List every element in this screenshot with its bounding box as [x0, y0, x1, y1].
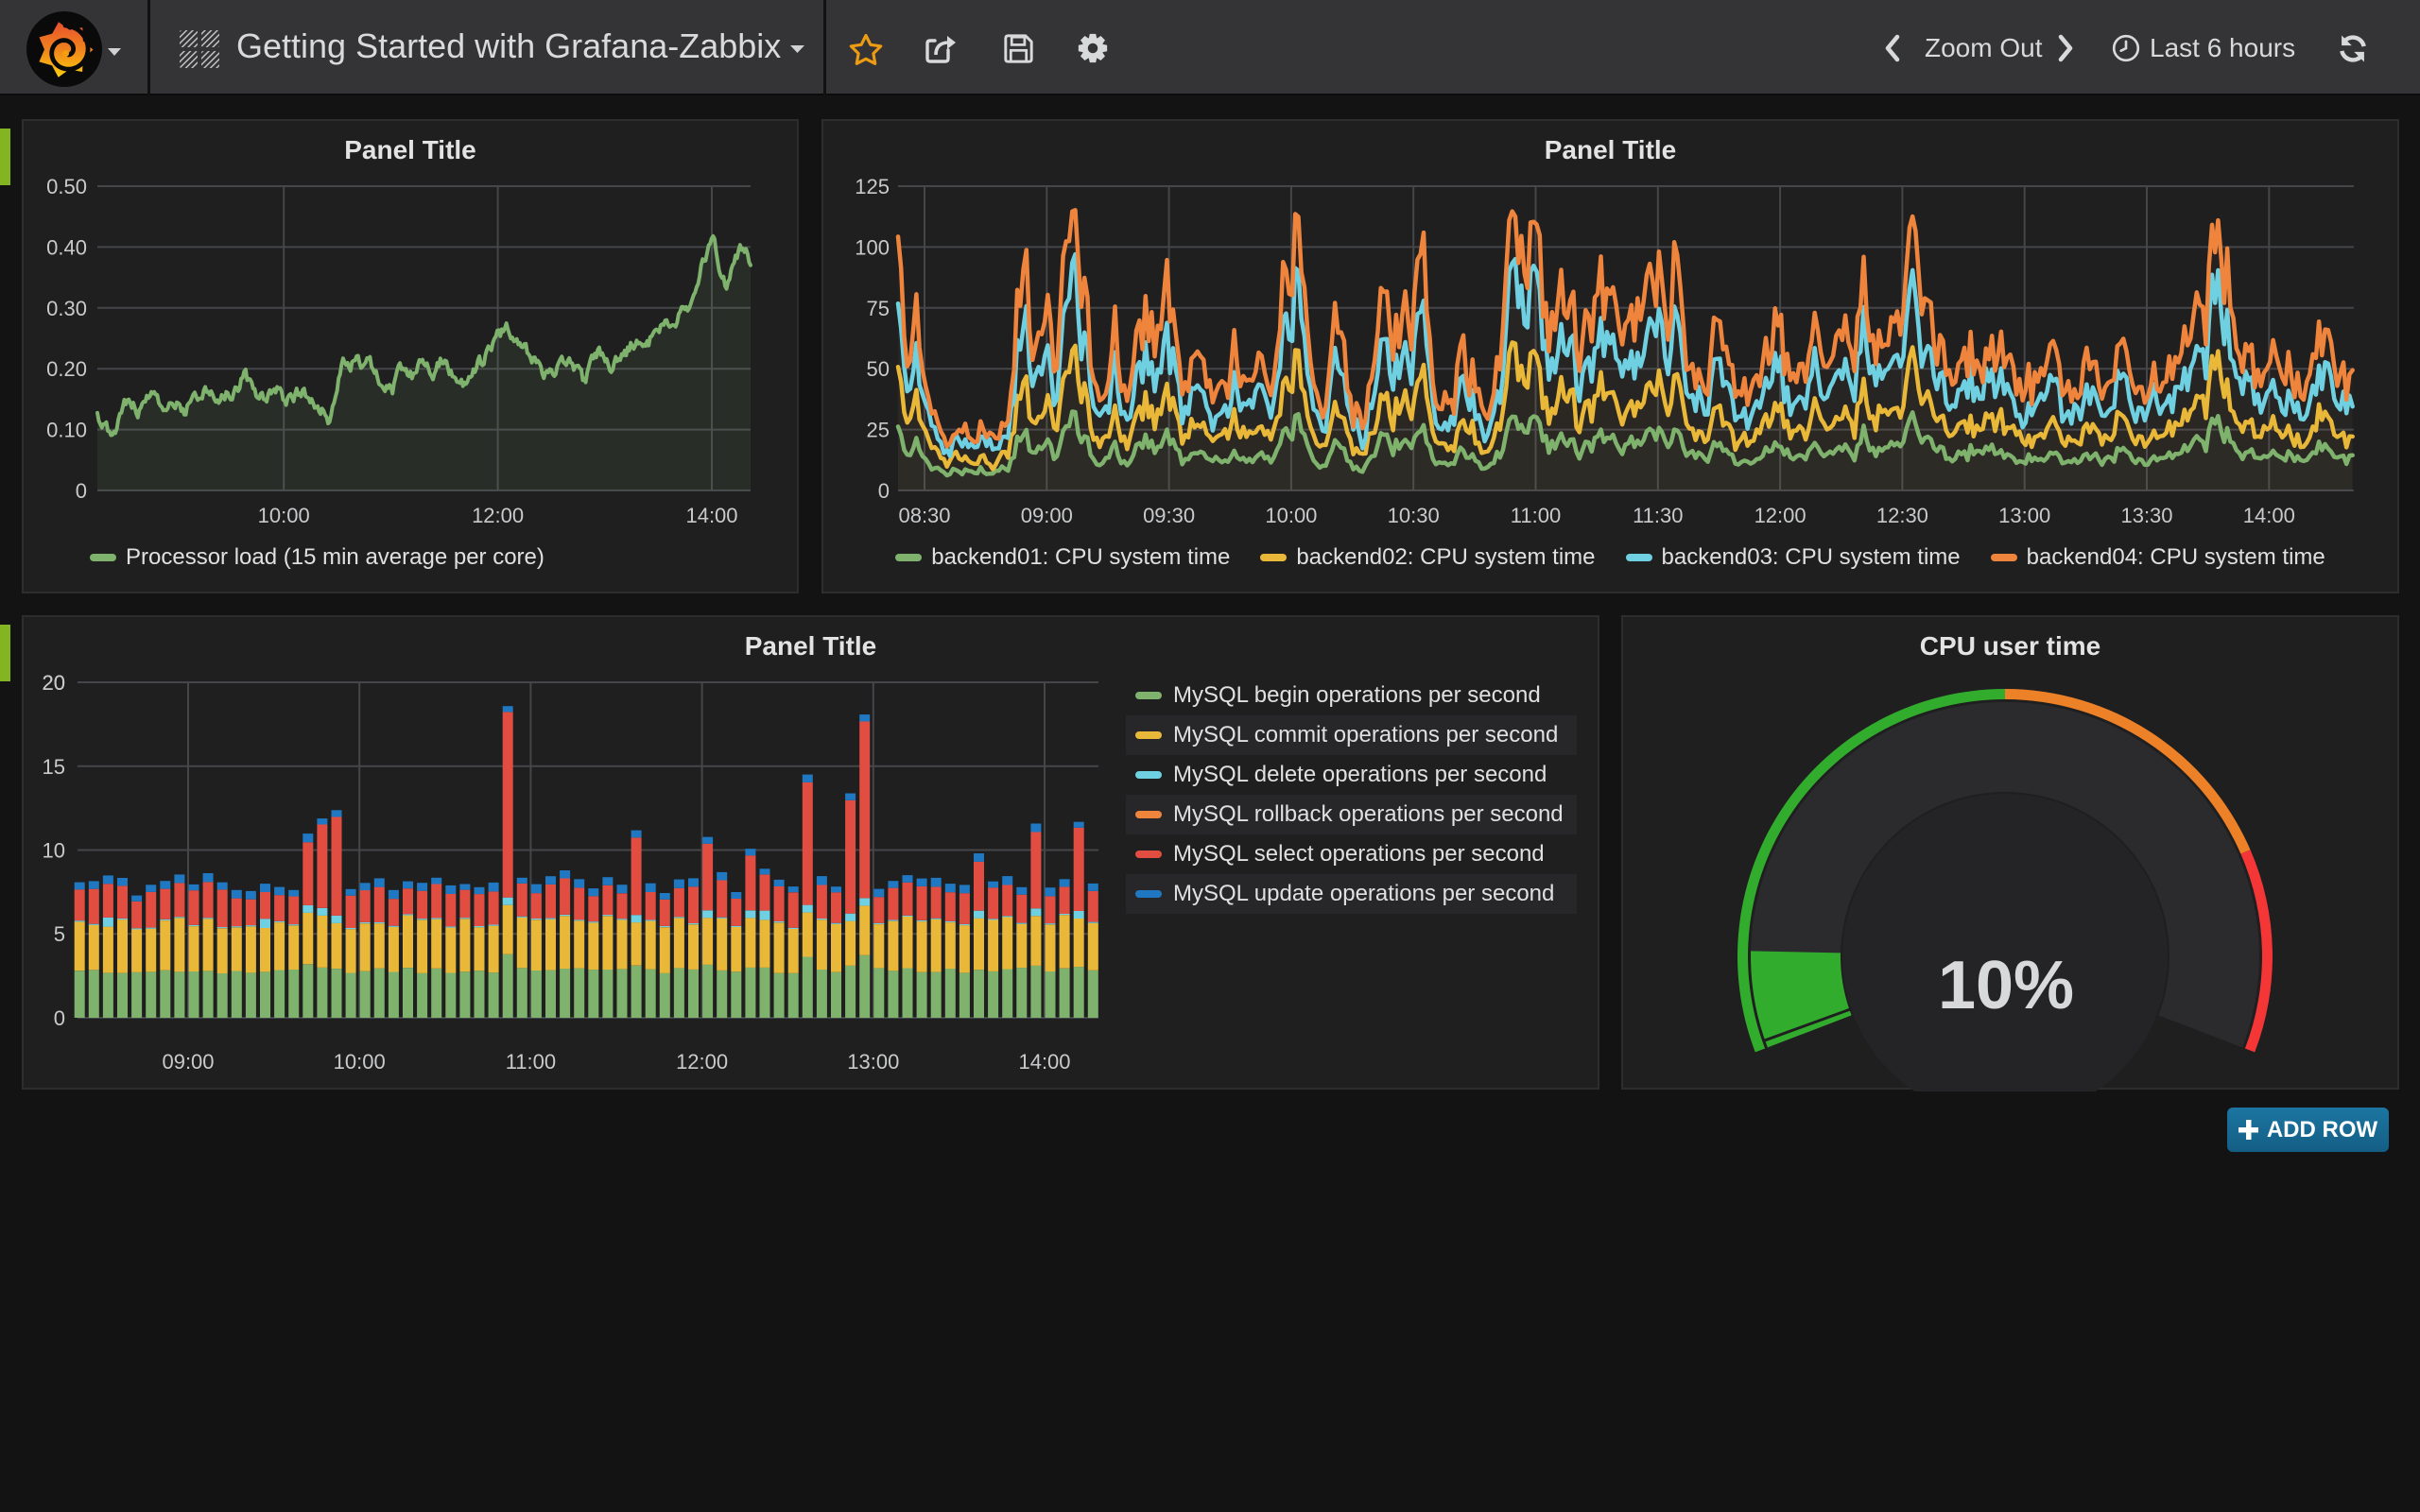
svg-text:15: 15	[43, 755, 65, 779]
svg-text:0.50: 0.50	[46, 175, 87, 198]
svg-text:09:00: 09:00	[162, 1050, 214, 1074]
svg-text:0: 0	[54, 1006, 65, 1030]
svg-text:12:00: 12:00	[472, 504, 524, 527]
svg-text:10:00: 10:00	[258, 504, 310, 527]
svg-text:11:00: 11:00	[1511, 504, 1561, 527]
svg-text:10:00: 10:00	[334, 1050, 386, 1074]
svg-text:09:30: 09:30	[1143, 504, 1195, 527]
svg-text:12:30: 12:30	[1876, 504, 1928, 527]
svg-text:08:30: 08:30	[898, 504, 950, 527]
svg-text:20: 20	[43, 671, 65, 695]
svg-text:125: 125	[855, 175, 890, 198]
svg-text:25: 25	[867, 419, 890, 442]
svg-text:10%: 10%	[1938, 948, 2074, 1023]
svg-text:0.30: 0.30	[46, 297, 87, 320]
svg-text:0: 0	[76, 479, 87, 503]
svg-text:13:00: 13:00	[847, 1050, 899, 1074]
svg-text:20: 20	[43, 671, 65, 695]
svg-text:100: 100	[855, 235, 890, 259]
svg-text:0: 0	[878, 479, 890, 503]
svg-text:13:00: 13:00	[1998, 504, 2050, 527]
svg-text:5: 5	[54, 922, 65, 946]
svg-text:14:00: 14:00	[685, 504, 737, 527]
svg-text:09:00: 09:00	[1021, 504, 1073, 527]
svg-text:10:30: 10:30	[1388, 504, 1440, 527]
svg-text:10: 10	[43, 839, 65, 863]
svg-text:0.40: 0.40	[46, 235, 87, 259]
svg-text:14:00: 14:00	[2243, 504, 2295, 527]
svg-text:14:00: 14:00	[1018, 1050, 1070, 1074]
svg-text:13:30: 13:30	[2120, 504, 2172, 527]
svg-text:0.10: 0.10	[46, 419, 87, 442]
svg-text:10:00: 10:00	[1265, 504, 1317, 527]
svg-text:0.20: 0.20	[46, 357, 87, 381]
svg-text:75: 75	[867, 297, 890, 320]
svg-text:11:00: 11:00	[506, 1050, 556, 1074]
svg-text:11:30: 11:30	[1633, 504, 1683, 527]
svg-text:50: 50	[867, 357, 890, 381]
svg-text:12:00: 12:00	[1754, 504, 1806, 527]
svg-text:12:00: 12:00	[676, 1050, 728, 1074]
